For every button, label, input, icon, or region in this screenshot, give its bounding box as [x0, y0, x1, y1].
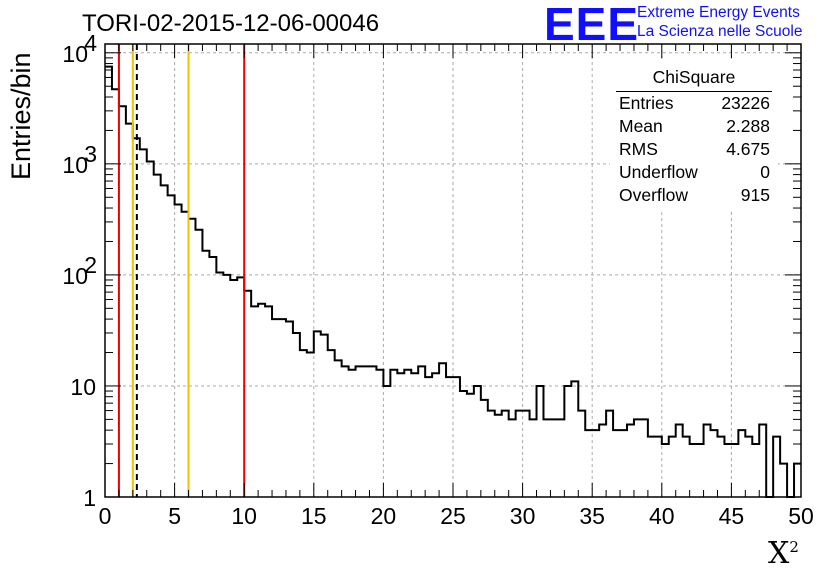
stats-row-rms: RMS 4.675 — [610, 138, 778, 161]
stats-label: Overflow — [619, 185, 689, 205]
x-tick-label: 10 — [231, 503, 257, 529]
stats-label: Underflow — [619, 162, 698, 182]
stats-label: RMS — [619, 139, 658, 159]
logo-line-1: Extreme Energy Events — [637, 4, 800, 21]
y-axis-label: Entries/bin — [6, 52, 36, 180]
y-tick-label-exponent: 2 — [84, 252, 97, 278]
eee-logo-mark: EEE — [544, 0, 640, 50]
x-tick-label: 20 — [371, 503, 397, 529]
stats-box-title: ChiSquare — [616, 62, 772, 92]
x-tick-label: 40 — [649, 503, 675, 529]
stats-value: 4.675 — [726, 139, 770, 159]
y-tick-label: 10 — [62, 41, 88, 67]
x-tick-label: 5 — [168, 503, 181, 529]
stats-value: 23226 — [721, 93, 770, 113]
histogram-series — [105, 65, 801, 498]
stats-row-underflow: Underflow 0 — [610, 161, 778, 184]
chart-title: TORI-02-2015-12-06-00046 — [82, 10, 380, 37]
y-tick-label: 10 — [70, 374, 96, 400]
stats-row-mean: Mean 2.288 — [610, 115, 778, 138]
y-tick-label: 10 — [62, 263, 88, 289]
y-tick-label-exponent: 4 — [84, 30, 97, 56]
x-tick-label: 45 — [719, 503, 745, 529]
stats-value: 0 — [760, 162, 770, 182]
x-tick-label: 30 — [510, 503, 536, 529]
y-tick-label: 10 — [62, 152, 88, 178]
x-tick-label: 15 — [301, 503, 327, 529]
stats-row-overflow: Overflow 915 — [610, 184, 778, 207]
logo-line-2: La Scienza nelle Scuole — [637, 23, 803, 40]
x-tick-label: 25 — [440, 503, 466, 529]
x-tick-label: 0 — [99, 503, 112, 529]
y-tick-label-exponent: 3 — [84, 141, 97, 167]
y-tick-label: 1 — [83, 485, 96, 511]
x-tick-label: 50 — [788, 503, 814, 529]
x-axis-label: X2 — [768, 536, 799, 571]
stats-value: 2.288 — [726, 116, 770, 136]
stats-box: ChiSquare Entries 23226 Mean 2.288 RMS 4.67… — [610, 62, 778, 212]
x-axis-label-exponent: 2 — [789, 538, 799, 556]
x-axis-label-base: X — [768, 536, 790, 571]
stats-row-entries: Entries 23226 — [610, 92, 778, 115]
x-tick-label: 35 — [579, 503, 605, 529]
stats-label: Mean — [619, 116, 663, 136]
stats-value: 915 — [740, 185, 770, 205]
stats-label: Entries — [619, 93, 674, 113]
